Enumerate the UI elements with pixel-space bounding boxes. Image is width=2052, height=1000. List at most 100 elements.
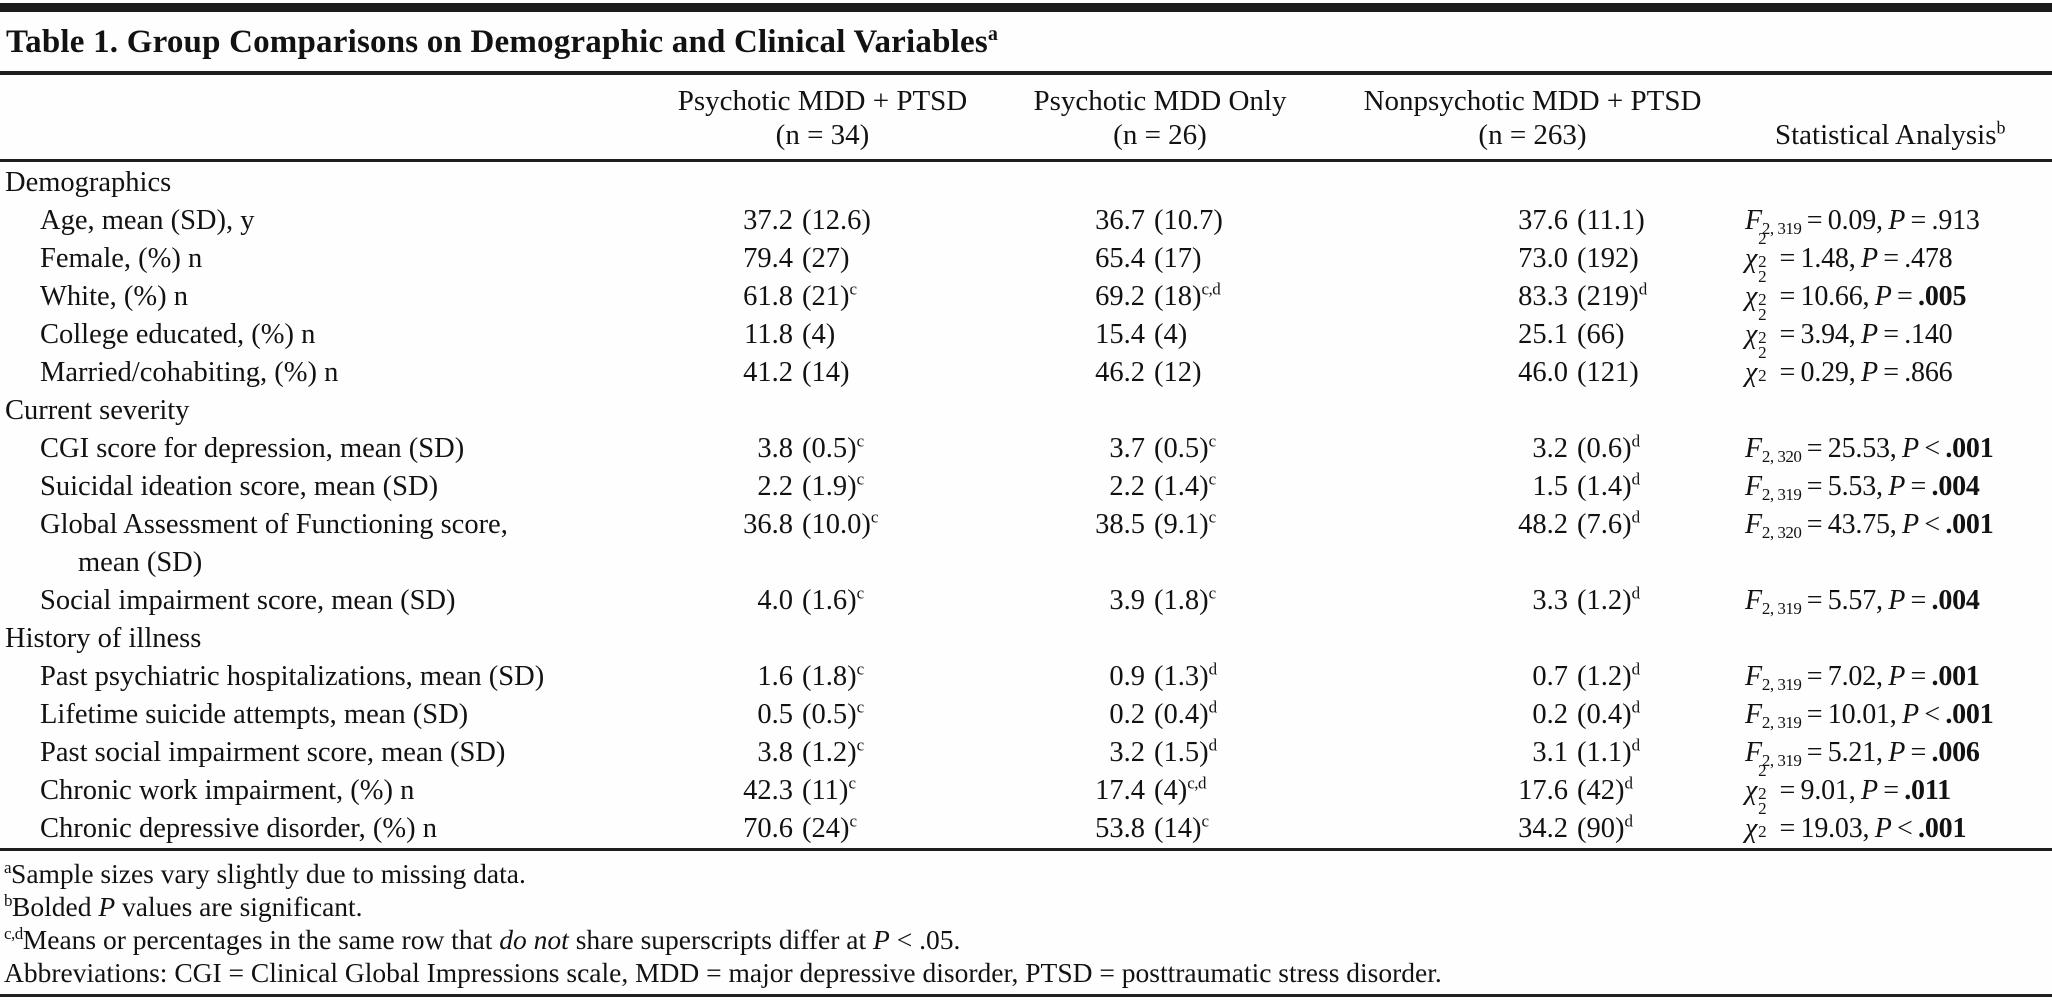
column-header-line2: (n = 263) <box>1478 119 1587 151</box>
value-cell: 3.2 (1.5)d <box>1000 734 1320 772</box>
stat-cell: F2, 320 = 43.75, P < .001 <box>1745 506 2052 582</box>
value-sd: (192) <box>1577 243 1639 274</box>
value-cell: 11.8 (4) <box>645 316 1000 354</box>
value-superscript: c <box>1208 507 1217 527</box>
value-cell: 48.2 (7.6)d <box>1320 506 1745 582</box>
value-mean: 36.7 <box>1095 205 1145 236</box>
footnote-text: Sample sizes vary slightly due to missin… <box>11 858 526 889</box>
p-operator: = <box>1905 205 1932 236</box>
chi-square-symbol: χ <box>1745 319 1758 350</box>
value-mean: 25.1 <box>1518 319 1568 350</box>
p-operator: = <box>1877 775 1905 806</box>
row-label-line1: Lifetime suicide attempts, mean (SD) <box>40 699 469 730</box>
value-cell: 61.8 (21)c <box>645 278 1000 316</box>
bottom-rule <box>0 994 2052 997</box>
value-cell: 3.8 (1.2)c <box>645 734 1000 772</box>
value-superscript: d <box>1624 773 1633 793</box>
chi-square-symbol: χ <box>1745 775 1758 806</box>
value-cell: 83.3 (219)d <box>1320 278 1745 316</box>
value-sd: (10.0)c <box>802 507 878 541</box>
journal-table-page: Table 1. Group Comparisons on Demographi… <box>0 3 2052 1000</box>
value-superscript: d <box>1638 279 1648 299</box>
row-label: Global Assessment of Functioning score, m… <box>0 506 645 582</box>
footnote-line: aSample sizes vary slightly due to missi… <box>4 857 2052 890</box>
table-row: Chronic depressive disorder, (%) n 70.6 (2… <box>0 800 2052 848</box>
value-sd: (7.6)d <box>1577 507 1640 541</box>
value-cell: 70.6 (24)c <box>645 810 1000 848</box>
value-sd: (1.1)d <box>1577 735 1640 769</box>
column-header-line2: (n = 26) <box>1113 119 1207 151</box>
value-mean: 83.3 <box>1518 281 1568 312</box>
value-superscript: c <box>856 697 865 717</box>
value-cell: 2.2 (1.4)c <box>1000 468 1320 506</box>
table-title: Table 1. Group Comparisons on Demographi… <box>0 12 2052 71</box>
value-sd: (121) <box>1577 357 1639 388</box>
p-symbol: P <box>1860 243 1878 274</box>
stat-cell: F2, 319 = 5.53, P = .004 <box>1745 468 2052 506</box>
f-degrees-of-freedom: 2, 320 <box>1761 447 1802 466</box>
value-cell: 17.4 (4)c,d <box>1000 772 1320 810</box>
stat-value: = 5.57, <box>1801 585 1889 616</box>
value-superscript: d <box>1631 659 1641 679</box>
p-symbol: P <box>1860 319 1878 350</box>
value-cell: 4.0 (1.6)c <box>645 582 1000 620</box>
row-label: Married/cohabiting, (%) n <box>0 354 645 392</box>
chi-square-exponent: 2 <box>1758 305 1767 324</box>
value-superscript: c <box>856 431 865 451</box>
value-cell: 37.6 (11.1) <box>1320 202 1745 240</box>
value-mean: 0.7 <box>1532 661 1568 692</box>
value-sd: (27) <box>802 243 850 274</box>
footnote-text: Bolded <box>12 891 99 922</box>
value-cell: 3.1 (1.1)d <box>1320 734 1745 772</box>
value-cell: 15.4 (4) <box>1000 316 1320 354</box>
table-row: Married/cohabiting, (%) n 41.2 (14) 46.2 (12… <box>0 344 2052 392</box>
value-sd: (1.2)d <box>1577 659 1641 693</box>
value-sd: (1.4)d <box>1577 469 1640 503</box>
rule-under-title <box>0 71 2052 75</box>
row-label-line1: Past social impairment score, mean (SD) <box>40 737 506 768</box>
p-value: .913 <box>1931 205 1980 236</box>
value-sd: (1.2)d <box>1577 583 1640 617</box>
value-cell: 3.3 (1.2)d <box>1320 582 1745 620</box>
value-cell: 46.2 (12) <box>1000 354 1320 392</box>
f-degrees-of-freedom: 2, 320 <box>1761 523 1802 542</box>
value-sd: (17) <box>1154 243 1202 274</box>
chi-square-degrees-of-freedom: 2 <box>1758 252 1767 271</box>
column-header-psychotic-mdd-only: Psychotic MDD Only (n = 26) <box>1000 84 1320 152</box>
value-cell: 1.5 (1.4)d <box>1320 468 1745 506</box>
stat-value: = 10.01, <box>1801 699 1903 730</box>
row-label: Age, mean (SD), y <box>0 202 645 240</box>
value-sd: (219)d <box>1577 279 1648 313</box>
value-mean: 3.8 <box>757 433 793 464</box>
value-cell: 38.5 (9.1)c <box>1000 506 1320 582</box>
value-mean: 11.8 <box>744 319 793 350</box>
p-operator: = <box>1891 281 1919 312</box>
p-value: .140 <box>1904 319 1953 350</box>
value-mean: 3.3 <box>1532 585 1568 616</box>
p-operator: = <box>1905 661 1932 692</box>
row-label-line1: Age, mean (SD), y <box>40 205 255 236</box>
p-symbol: P <box>1888 737 1906 768</box>
stat-cell: F2, 320 = 25.53, P < .001 <box>1745 430 2052 468</box>
column-header-line2: Statistical Analysisb <box>1775 117 2006 151</box>
value-sd: (1.5)d <box>1154 735 1217 769</box>
value-cell: 3.8 (0.5)c <box>645 430 1000 468</box>
value-cell: 73.0 (192) <box>1320 240 1745 278</box>
value-sd: (12.6) <box>802 205 871 236</box>
p-value: .866 <box>1904 357 1953 388</box>
value-cell: 3.2 (0.6)d <box>1320 430 1745 468</box>
value-superscript: c <box>848 773 856 793</box>
footnote-text: share superscripts differ at <box>568 924 873 955</box>
row-label: Suicidal ideation score, mean (SD) <box>0 468 645 506</box>
value-cell: 0.7 (1.2)d <box>1320 658 1745 696</box>
chi-square-symbol: χ <box>1745 243 1758 274</box>
footnote-text: values are significant. <box>115 891 363 922</box>
value-sd: (0.5)c <box>802 697 865 731</box>
table-row: Suicidal ideation score, mean (SD) 2.2 (1.… <box>0 468 2052 506</box>
f-statistic-symbol: F <box>1745 699 1762 730</box>
p-operator: = <box>1877 243 1905 274</box>
f-statistic-symbol: F <box>1745 433 1762 464</box>
footnotes: aSample sizes vary slightly due to missi… <box>0 851 2052 994</box>
p-operator: < <box>1918 699 1946 730</box>
